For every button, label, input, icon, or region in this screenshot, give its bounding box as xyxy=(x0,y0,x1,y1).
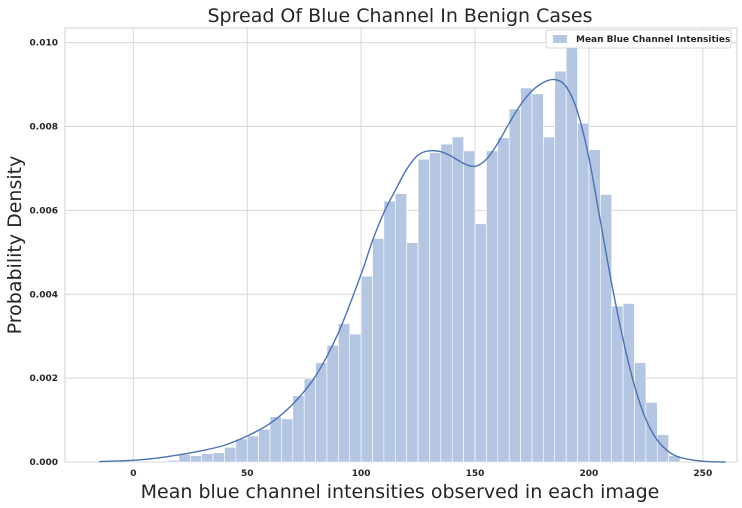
histogram-bar xyxy=(372,238,385,463)
histogram-bar xyxy=(543,136,556,463)
histogram-bar xyxy=(531,93,544,463)
histogram-bar xyxy=(201,453,214,463)
histogram-bar xyxy=(600,194,613,463)
histogram-bar xyxy=(338,323,351,463)
legend-swatch xyxy=(553,35,567,43)
histogram-bar xyxy=(451,136,464,463)
x-tick-label: 250 xyxy=(693,469,712,479)
histogram-bar xyxy=(622,303,635,463)
histogram-bar xyxy=(508,108,521,463)
histogram-bar xyxy=(554,70,567,463)
histogram-bar xyxy=(315,362,328,463)
histogram-bar xyxy=(326,345,339,463)
histogram-bar xyxy=(269,416,282,463)
histogram-bar xyxy=(349,333,362,463)
x-tick-label: 200 xyxy=(580,469,599,479)
x-tick-labels: 0 50 100 150 200 250 xyxy=(130,469,712,479)
histogram-bar xyxy=(224,447,237,463)
histogram-bar xyxy=(634,362,647,463)
histogram-bar xyxy=(395,193,407,463)
histogram-bar xyxy=(474,223,487,463)
histogram-bar xyxy=(463,150,476,463)
y-tick-label: 0.006 xyxy=(30,206,58,216)
y-axis-label: Probability Density xyxy=(4,156,26,335)
x-tick-label: 50 xyxy=(241,469,254,479)
histogram-bar xyxy=(565,47,578,463)
histogram-bar xyxy=(178,454,191,463)
histogram-bar xyxy=(281,418,294,463)
y-tick-label: 0.008 xyxy=(30,123,58,133)
histogram-bar xyxy=(440,143,453,463)
histogram-bar xyxy=(486,150,499,463)
histogram-bar xyxy=(429,152,442,463)
kde-line xyxy=(99,78,726,463)
histogram-bar xyxy=(406,242,419,463)
chart-title: Spread Of Blue Channel In Benign Cases xyxy=(207,5,592,27)
x-tick-label: 0 xyxy=(130,469,136,479)
histogram-bar xyxy=(212,452,225,463)
histogram-bar xyxy=(520,87,533,463)
histogram-bar xyxy=(656,434,669,463)
histogram-bar xyxy=(258,428,271,463)
y-tick-labels: 0.000 0.002 0.004 0.006 0.008 0.010 xyxy=(30,39,58,468)
histogram-bar xyxy=(292,395,305,463)
histogram-bar xyxy=(246,435,259,463)
histogram-bar xyxy=(383,200,396,463)
legend: Mean Blue Channel Intensities xyxy=(545,29,732,49)
y-tick-label: 0.002 xyxy=(30,374,58,384)
histogram-bar xyxy=(360,275,373,463)
histogram-bar xyxy=(577,122,590,463)
y-tick-label: 0.010 xyxy=(30,39,58,49)
x-tick-label: 100 xyxy=(352,469,371,479)
y-tick-label: 0.004 xyxy=(30,290,58,300)
histogram-bars xyxy=(167,47,681,463)
y-tick-label: 0.000 xyxy=(30,458,58,468)
histogram-bar xyxy=(167,460,180,463)
histogram-bar xyxy=(588,149,601,463)
legend-box xyxy=(545,29,732,49)
x-axis-label: Mean blue channel intensities observed i… xyxy=(141,481,660,503)
histogram-bar xyxy=(189,455,202,463)
x-tick-label: 150 xyxy=(466,469,485,479)
histogram-bar xyxy=(497,137,510,463)
histogram-bar xyxy=(303,378,316,463)
legend-label: Mean Blue Channel Intensities xyxy=(576,35,730,45)
histogram-bar xyxy=(235,438,248,463)
histogram-bar xyxy=(417,158,430,463)
